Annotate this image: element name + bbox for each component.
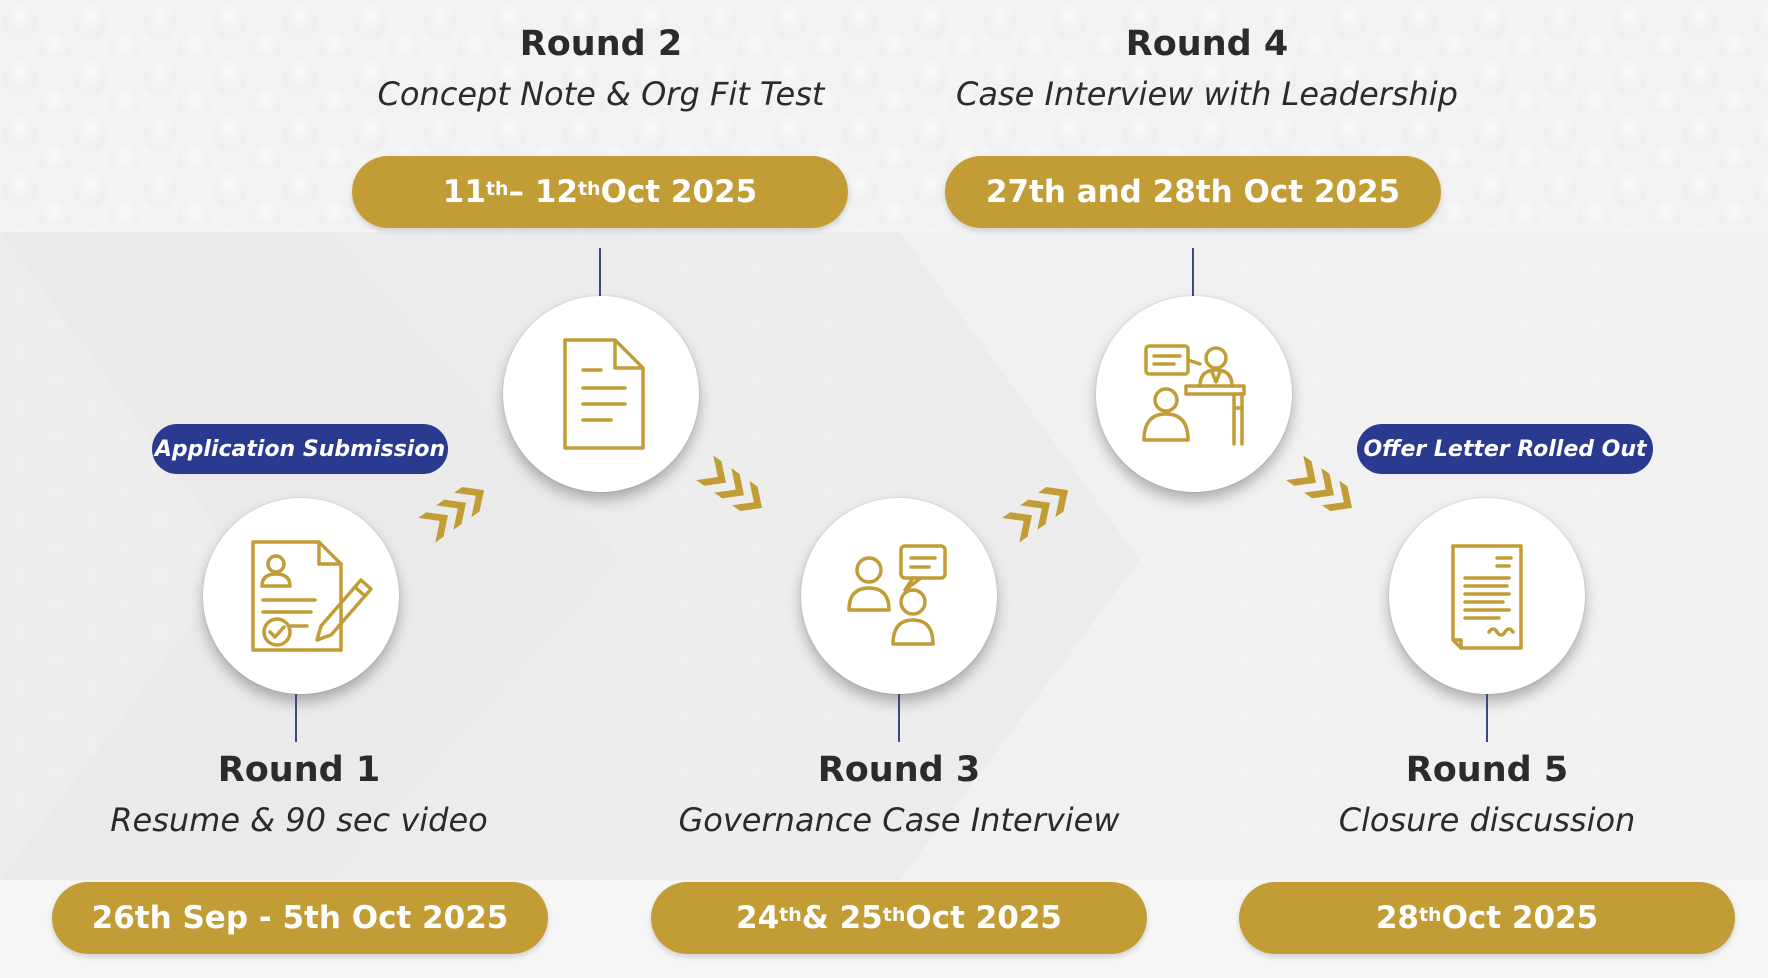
round-1-connector bbox=[295, 694, 297, 742]
round-2-subtitle: Concept Note & Org Fit Test bbox=[377, 75, 825, 113]
round-5-circle bbox=[1389, 498, 1585, 694]
document-icon bbox=[563, 338, 645, 450]
interview-desk-icon bbox=[1142, 344, 1246, 446]
round-3-circle bbox=[801, 498, 997, 694]
arrow-round2-to-round3 bbox=[696, 455, 763, 512]
round-4-connector bbox=[1192, 248, 1194, 296]
round-3-subtitle: Governance Case Interview bbox=[678, 801, 1120, 839]
round-1-subtitle: Resume & 90 sec video bbox=[110, 801, 488, 839]
arrow-round1-to-round2 bbox=[418, 486, 485, 543]
application-submission-tag: Application Submission bbox=[152, 424, 448, 474]
round-1-date: 26th Sep - 5th Oct 2025 bbox=[52, 882, 548, 954]
round-3-title: Round 3 bbox=[817, 750, 981, 790]
arrow-round4-to-round5 bbox=[1286, 455, 1353, 512]
round-4-subtitle: Case Interview with Leadership bbox=[956, 75, 1458, 113]
round-4-title: Round 4 bbox=[1125, 24, 1289, 64]
round-2-connector bbox=[599, 248, 601, 296]
offer-letter-tag: Offer Letter Rolled Out bbox=[1357, 424, 1653, 474]
round-5-title: Round 5 bbox=[1405, 750, 1569, 790]
round-2-title: Round 2 bbox=[519, 24, 683, 64]
round-1-circle bbox=[203, 498, 399, 694]
discussion-icon bbox=[847, 544, 947, 646]
signed-document-icon bbox=[1451, 544, 1523, 650]
arrow-round3-to-round4 bbox=[1002, 486, 1069, 543]
round-4-date: 27th and 28th Oct 2025 bbox=[945, 156, 1441, 228]
round-2-circle bbox=[503, 296, 699, 492]
round-5-subtitle: Closure discussion bbox=[1338, 801, 1636, 839]
chevron-band bbox=[0, 232, 1768, 880]
round-4-circle bbox=[1096, 296, 1292, 492]
round-3-connector bbox=[898, 694, 900, 742]
round-5-connector bbox=[1486, 694, 1488, 742]
round-1-title: Round 1 bbox=[217, 750, 381, 790]
resume-pen-icon bbox=[251, 540, 373, 652]
